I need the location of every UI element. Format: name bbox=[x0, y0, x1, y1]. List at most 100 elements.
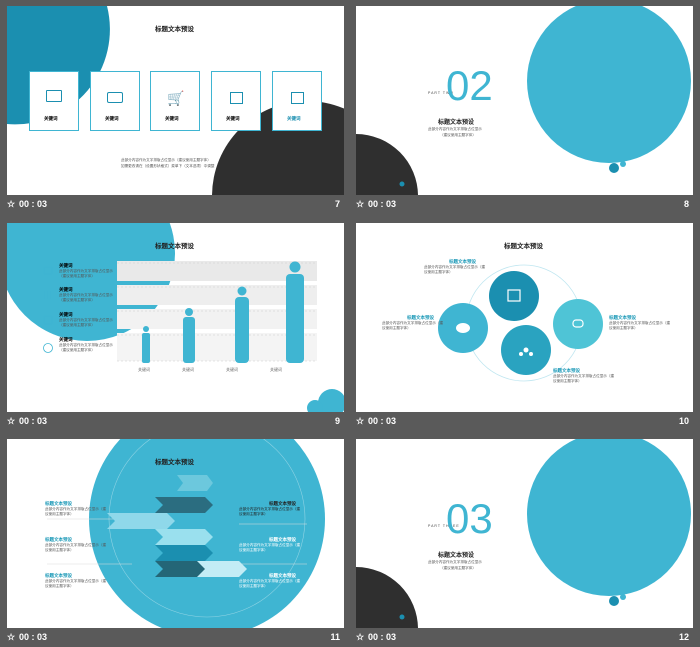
icon-label: 关键词 bbox=[165, 116, 179, 121]
right-text: 此部分内容作为文字排版占位显示（建议使用主题字体） bbox=[239, 579, 301, 588]
slide-canvas: PART TWO 02 标题文本预设 此部分内容作为文字排版占位显示 （建议使用… bbox=[356, 6, 693, 195]
slide-duration: 00 : 03 bbox=[368, 416, 397, 426]
slide-duration: 00 : 03 bbox=[19, 199, 48, 209]
item-label: 关键词 bbox=[59, 263, 73, 268]
money-icon bbox=[107, 92, 123, 103]
part-label: PART TWO bbox=[428, 91, 455, 95]
left-head: 标题文本预设 bbox=[45, 537, 72, 542]
slide-number: 10 bbox=[678, 416, 689, 426]
slide-meta: ☆ 00 : 03 11 bbox=[7, 628, 344, 647]
shopping-bag-icon bbox=[230, 92, 243, 104]
slide-meta: ☆ 00 : 03 8 bbox=[356, 195, 693, 214]
axis-label: 关键词 bbox=[138, 367, 150, 372]
item-text: 此部分内容作为文字排版占位显示（建议使用主题字体） bbox=[59, 343, 113, 352]
body-line: （建议使用主题字体） bbox=[440, 133, 476, 137]
left-head: 标题文本预设 bbox=[45, 501, 72, 506]
transition-star-icon[interactable]: ☆ bbox=[7, 416, 16, 426]
slide-canvas: PART THREE 03 标题文本预设 此部分内容作为文字排版占位显示 （建议… bbox=[356, 439, 693, 628]
transition-star-icon[interactable]: ☆ bbox=[7, 632, 16, 642]
label-head: 标题文本预设 bbox=[609, 315, 636, 320]
left-text: 此部分内容作为文字排版占位显示（建议使用主题字体） bbox=[45, 579, 107, 588]
icon-box-cart: 🛒 关键词 bbox=[150, 71, 200, 131]
slide-duration: 00 : 03 bbox=[368, 199, 397, 209]
item-text: 此部分内容作为文字排版占位显示（建议使用主题字体） bbox=[59, 318, 113, 327]
axis-label: 关键词 bbox=[270, 367, 282, 372]
right-text: 此部分内容作为文字排版占位显示（建议使用主题字体） bbox=[239, 543, 301, 552]
slide-duration: 00 : 03 bbox=[368, 632, 397, 642]
section-title: 标题文本预设 bbox=[438, 553, 475, 559]
transition-star-icon[interactable]: ☆ bbox=[356, 632, 365, 642]
slide-meta: ☆ 00 : 03 10 bbox=[356, 412, 693, 431]
right-head: 标题文本预设 bbox=[269, 501, 296, 506]
label-text: 此部分内容作为文字排版占位显示（建议使用主题字体） bbox=[609, 321, 671, 330]
slide-9-background-shapes bbox=[7, 223, 344, 412]
slide-10-cycle-diagram bbox=[438, 264, 603, 382]
part-label: PART THREE bbox=[428, 524, 460, 528]
icon-box-money: 关键词 bbox=[90, 71, 140, 131]
section-number: 02 bbox=[446, 62, 493, 109]
left-text: 此部分内容作为文字排版占位显示（建议使用主题字体） bbox=[45, 507, 107, 516]
slide-number: 9 bbox=[334, 416, 340, 426]
slide-thumbnail-9[interactable]: 标题文本预设 关键词 此部分内容作为文字排版占位显示（建议使用主题字体） 关键词… bbox=[7, 223, 344, 431]
label-text: 此部分内容作为文字排版占位显示（建议使用主题字体） bbox=[382, 321, 444, 330]
item-label: 关键词 bbox=[59, 312, 73, 317]
slide-meta: ☆ 00 : 03 9 bbox=[7, 412, 344, 431]
item-text: 此部分内容作为文字排版占位显示（建议使用主题字体） bbox=[59, 269, 113, 278]
item-text: 此部分内容作为文字排版占位显示（建议使用主题字体） bbox=[59, 293, 113, 302]
slide-thumbnail-11[interactable]: 标题文本预设 标题文本预设 此部分内容作为文字排版占位显示（建议使用主题字体） … bbox=[7, 439, 344, 647]
slide-title: 标题文本预设 bbox=[155, 26, 194, 33]
slide-thumbnail-7[interactable]: 标题文本预设 关键词 关键词 🛒 关键词 关键词 关键词 此部 bbox=[7, 6, 344, 214]
card-icon bbox=[46, 90, 62, 102]
left-text: 此部分内容作为文字排版占位显示（建议使用主题字体） bbox=[45, 543, 107, 552]
slide-number: 12 bbox=[678, 632, 689, 642]
shopping-bag-icon bbox=[291, 92, 304, 104]
transition-star-icon[interactable]: ☆ bbox=[7, 199, 16, 209]
body-line: （建议使用主题字体） bbox=[440, 566, 476, 570]
item-label: 关键词 bbox=[59, 287, 73, 292]
slide-8-background-shapes bbox=[356, 6, 691, 195]
icon-label: 关键词 bbox=[287, 116, 301, 121]
slide-title: 标题文本预设 bbox=[155, 459, 194, 466]
transition-star-icon[interactable]: ☆ bbox=[356, 416, 365, 426]
right-head: 标题文本预设 bbox=[269, 573, 296, 578]
icon-label: 关键词 bbox=[226, 116, 240, 121]
icon-label: 关键词 bbox=[105, 116, 119, 121]
body-line: 此部分内容作为文字排版占位显示 bbox=[428, 127, 482, 131]
slide-thumbnail-10[interactable]: 标题文本预设 标题文本预设 此部分内容作为文字排版占位显示（建议使用主题字体） … bbox=[356, 223, 693, 431]
slide-title: 标题文本预设 bbox=[504, 243, 543, 250]
left-head: 标题文本预设 bbox=[45, 573, 72, 578]
body-line: 此部分内容作为文字排版占位显示（建议使用主题字体） bbox=[121, 158, 211, 162]
transition-star-icon[interactable]: ☆ bbox=[356, 199, 365, 209]
slide-canvas: 标题文本预设 关键词 关键词 🛒 关键词 关键词 关键词 此部 bbox=[7, 6, 344, 195]
slide-duration: 00 : 03 bbox=[19, 416, 48, 426]
section-number: 03 bbox=[446, 495, 493, 542]
label-head: 标题文本预设 bbox=[553, 368, 580, 373]
slide-canvas: 标题文本预设 标题文本预设 此部分内容作为文字排版占位显示（建议使用主题字体） … bbox=[7, 439, 344, 628]
slide-thumbnail-12[interactable]: PART THREE 03 标题文本预设 此部分内容作为文字排版占位显示 （建议… bbox=[356, 439, 693, 647]
icon-box-bag-2: 关键词 bbox=[272, 71, 322, 131]
section-title: 标题文本预设 bbox=[438, 120, 475, 126]
item-label: 关键词 bbox=[59, 337, 73, 342]
axis-label: 关键词 bbox=[226, 367, 238, 372]
body-line: 如需更改请在（设置形状格式）菜单下（文本选项）中调整 bbox=[121, 164, 215, 168]
label-text: 此部分内容作为文字排版占位显示（建议使用主题字体） bbox=[424, 265, 486, 274]
slide-number: 11 bbox=[330, 632, 340, 642]
icon-box-bag: 关键词 bbox=[211, 71, 261, 131]
slide-number: 7 bbox=[334, 199, 340, 209]
slide-canvas: 标题文本预设 标题文本预设 此部分内容作为文字排版占位显示（建议使用主题字体） … bbox=[356, 223, 693, 412]
slide-duration: 00 : 03 bbox=[19, 632, 48, 642]
cart-icon: 🛒 bbox=[167, 90, 185, 106]
body-line: 此部分内容作为文字排版占位显示 bbox=[428, 560, 482, 564]
slide-canvas: 标题文本预设 关键词 此部分内容作为文字排版占位显示（建议使用主题字体） 关键词… bbox=[7, 223, 344, 412]
slide-12-background-shapes bbox=[356, 439, 691, 628]
label-head: 标题文本预设 bbox=[449, 259, 476, 264]
slide-meta: ☆ 00 : 03 7 bbox=[7, 195, 344, 214]
axis-label: 关键词 bbox=[182, 367, 194, 372]
label-head: 标题文本预设 bbox=[407, 315, 434, 320]
slide-meta: ☆ 00 : 03 12 bbox=[356, 628, 693, 647]
icon-box-card: 关键词 bbox=[29, 71, 79, 131]
slide-thumbnail-8[interactable]: PART TWO 02 标题文本预设 此部分内容作为文字排版占位显示 （建议使用… bbox=[356, 6, 693, 214]
slide-11-arrow-diagram bbox=[47, 439, 325, 628]
label-text: 此部分内容作为文字排版占位显示（建议使用主题字体） bbox=[553, 374, 615, 383]
icon-label: 关键词 bbox=[44, 116, 58, 121]
